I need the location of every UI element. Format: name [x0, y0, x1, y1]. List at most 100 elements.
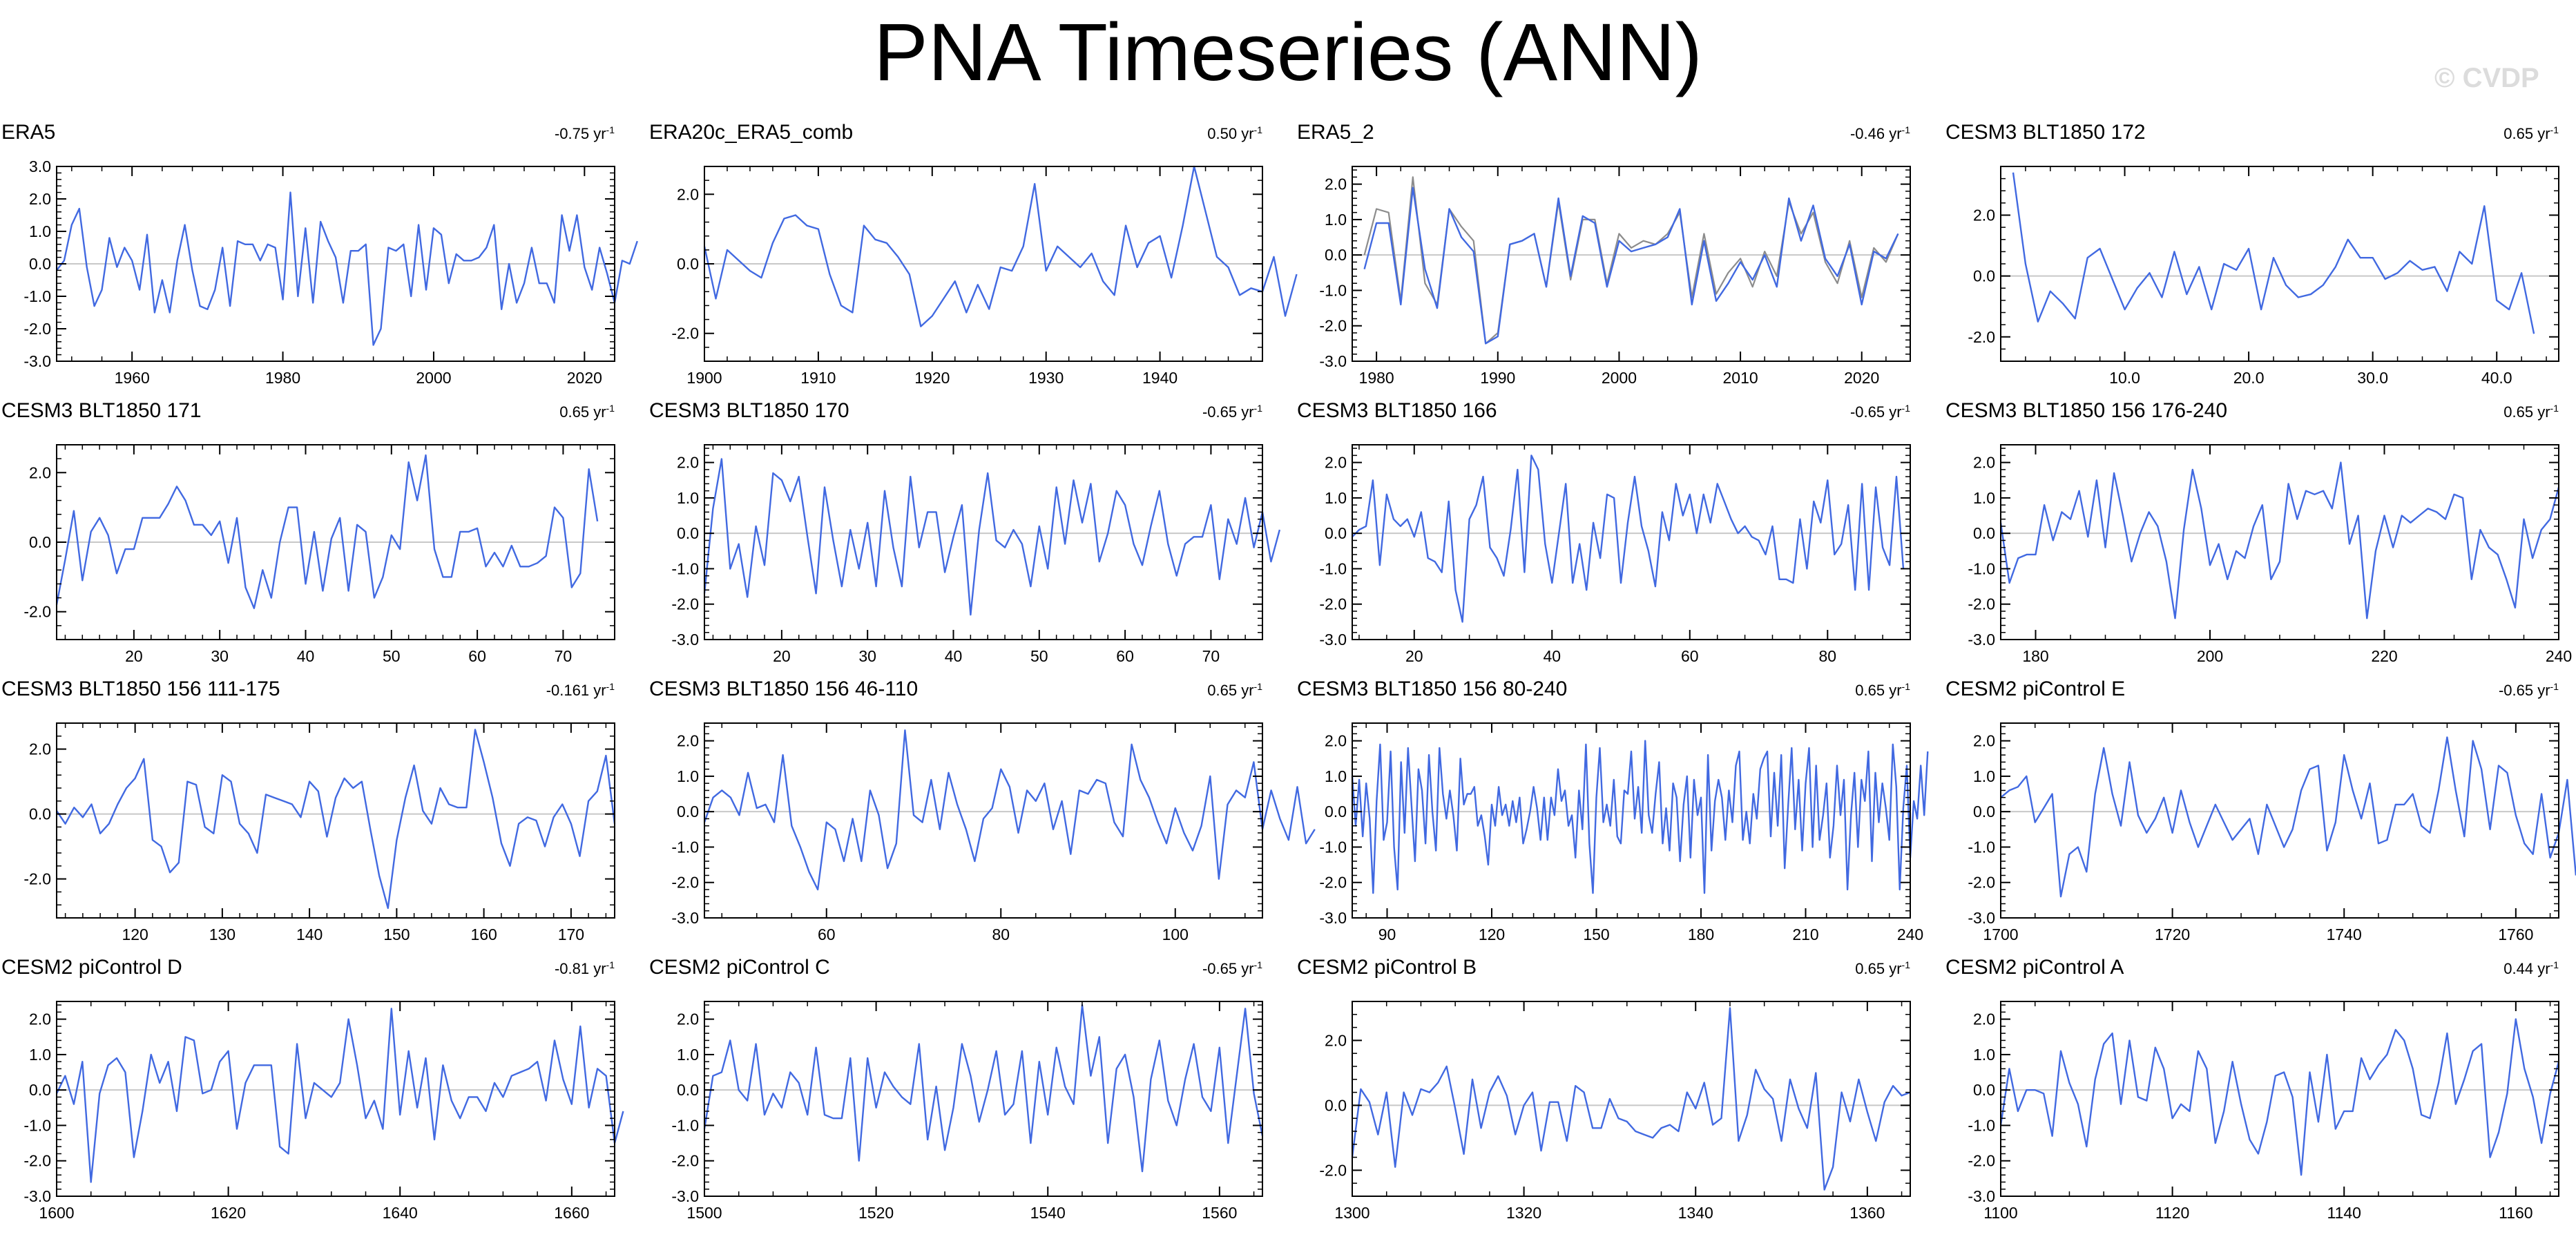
trend-value: 0.65 — [2503, 403, 2534, 421]
y-tick-label: -1.0 — [671, 1116, 699, 1134]
trend-label: -0.65 yr-1 — [1772, 403, 1910, 421]
plot-frame — [2000, 444, 2559, 640]
x-tick-label: 1700 — [1983, 925, 2018, 943]
panel-title: CESM3 BLT1850 166 — [1297, 399, 1497, 422]
chart-panel: CESM3 BLT1850 166 -0.65 yr-1 2.0 1.0 0.0 -1.0… — [1296, 399, 1917, 679]
trend-unit: yr — [2537, 682, 2550, 699]
x-tick-label: 1960 — [115, 369, 150, 387]
chart-panel: ERA5 -0.75 yr-1 3.0 2.0 1.0 0.0 -1.0 -2.0 -3.0 19… — [0, 121, 638, 401]
trend-unit: yr — [2537, 960, 2550, 977]
y-tick-label: 1.0 — [1973, 1046, 1995, 1064]
panel-title: ERA20c_ERA5_comb — [649, 121, 854, 144]
trend-label: 0.65 yr-1 — [1772, 960, 1910, 978]
y-tick-label: 1.0 — [1325, 489, 1347, 507]
x-tick-label: 1980 — [265, 369, 300, 387]
x-tick-label: 200 — [2197, 647, 2223, 665]
series-line — [2012, 172, 2535, 334]
trend-unit-exponent: -1 — [606, 959, 615, 970]
timeseries-plot: 2.0 1.0 0.0 -1.0 -2.0 -3.0 20 30 40 50 60 70 — [671, 444, 1281, 665]
x-tick-label: 1760 — [2498, 925, 2533, 943]
plot-frame — [1352, 444, 1911, 640]
x-tick-label: 1140 — [2327, 1204, 2361, 1222]
plot-frame — [704, 444, 1263, 640]
series-line — [703, 729, 1316, 891]
y-tick-label: -3.0 — [1319, 909, 1347, 927]
trend-value: -0.65 — [2498, 682, 2534, 699]
x-tick-label: 180 — [1688, 925, 1714, 943]
trend-label: 0.44 yr-1 — [2421, 960, 2559, 978]
trend-unit: yr — [1889, 403, 1902, 421]
trend-unit-exponent: -1 — [1901, 681, 1910, 692]
cvdp-watermark: © CVDP — [2434, 63, 2539, 93]
y-tick-label: 2.0 — [1325, 732, 1347, 750]
trend-value: 0.65 — [1207, 682, 1238, 699]
trend-unit: yr — [1889, 682, 1902, 699]
timeseries-plot: 2.0 1.0 0.0 -1.0 -2.0 -3.0 180 200 220 240 — [1968, 444, 2572, 665]
series-line — [1999, 1018, 2560, 1176]
x-tick-label: 1640 — [383, 1204, 418, 1222]
series-line — [1351, 1007, 1911, 1191]
series-line — [703, 1004, 1264, 1173]
chart-panel: CESM2 piControl A 0.44 yr-1 2.0 1.0 0.0 -1.0 -… — [1944, 956, 2566, 1236]
y-tick-label: -2.0 — [23, 603, 51, 621]
y-tick-label: 0.0 — [677, 1081, 699, 1099]
chart-panel: CESM3 BLT1850 171 0.65 yr-1 2.0 0.0 -2.0 20 30… — [0, 399, 622, 679]
y-tick-label: 0.0 — [1325, 524, 1347, 542]
y-tick-label: 1.0 — [677, 489, 699, 507]
y-tick-label: -3.0 — [1968, 631, 1995, 649]
x-tick-label: 1120 — [2155, 1204, 2189, 1222]
trend-value: -0.161 — [546, 682, 590, 699]
x-tick-label: 240 — [1897, 925, 1923, 943]
y-tick-label: 0.0 — [1973, 524, 1995, 542]
timeseries-plot: 2.0 0.0 -2.0 120 130 140 150 160 170 — [23, 722, 616, 943]
chart-panel: CESM3 BLT1850 156 111-175 -0.161 yr-1 2.0 0… — [0, 678, 622, 957]
x-tick-label: 1920 — [914, 369, 950, 387]
x-tick-label: 150 — [1583, 925, 1609, 943]
x-tick-label: 1500 — [686, 1204, 722, 1222]
plot-frame — [1352, 1001, 1911, 1197]
chart-panel: CESM3 BLT1850 156 80-240 0.65 yr-1 2.0 1.0 0… — [1296, 678, 1929, 957]
trend-value: -0.65 — [1202, 403, 1238, 421]
x-tick-label: 1160 — [2499, 1204, 2532, 1222]
y-tick-label: 0.0 — [1325, 1096, 1347, 1114]
x-tick-label: 70 — [1202, 647, 1220, 665]
trend-unit-exponent: -1 — [2550, 681, 2559, 692]
x-tick-label: 1740 — [2327, 925, 2362, 943]
panel-title: CESM2 piControl D — [1, 956, 182, 979]
timeseries-plot: 2.0 1.0 0.0 -1.0 -2.0 -3.0 90 120 150 180 210 240 — [1319, 722, 1929, 943]
y-tick-label: -2.0 — [1319, 1161, 1347, 1179]
y-tick-label: 2.0 — [1973, 207, 1995, 224]
y-tick-label: -3.0 — [671, 909, 699, 927]
y-tick-label: -1.0 — [23, 1116, 51, 1134]
y-tick-label: -1.0 — [671, 559, 699, 577]
x-tick-label: 2020 — [567, 369, 602, 387]
x-tick-label: 50 — [1030, 647, 1048, 665]
y-tick-label: 2.0 — [29, 1010, 51, 1028]
x-tick-label: 50 — [383, 647, 401, 665]
y-tick-label: 1.0 — [677, 767, 699, 785]
y-tick-label: 1.0 — [1973, 489, 1995, 507]
x-tick-label: 1930 — [1028, 369, 1064, 387]
timeseries-plot: 2.0 1.0 0.0 -1.0 -2.0 -3.0 1980 1990 2000 2010 202… — [1319, 166, 1911, 387]
chart-panel: CESM2 piControl B 0.65 yr-1 2.0 0.0 -2.0 1300… — [1296, 956, 1917, 1236]
trend-unit: yr — [593, 960, 606, 977]
x-tick-label: 130 — [209, 925, 236, 943]
trend-unit-exponent: -1 — [1253, 681, 1262, 692]
panel-title: CESM2 piControl A — [1945, 956, 2124, 979]
y-tick-label: 0.0 — [29, 805, 51, 823]
timeseries-plot: 2.0 1.0 0.0 -1.0 -2.0 -3.0 60 80 100 — [671, 722, 1316, 943]
x-tick-label: 1540 — [1030, 1204, 1066, 1222]
y-tick-label: -2.0 — [1968, 328, 1995, 346]
trend-label: 0.65 yr-1 — [2421, 403, 2559, 421]
series-line — [1363, 186, 1899, 345]
x-tick-label: 1990 — [1480, 369, 1515, 387]
series-line — [55, 454, 599, 609]
series-line — [1351, 740, 1929, 894]
trend-value: -0.46 — [1849, 125, 1885, 142]
x-tick-label: 100 — [1162, 925, 1189, 943]
series-line — [1352, 454, 1905, 623]
y-tick-label: 0.0 — [1973, 803, 1995, 821]
x-tick-label: 60 — [818, 925, 836, 943]
panel-title: CESM3 BLT1850 170 — [649, 399, 849, 422]
